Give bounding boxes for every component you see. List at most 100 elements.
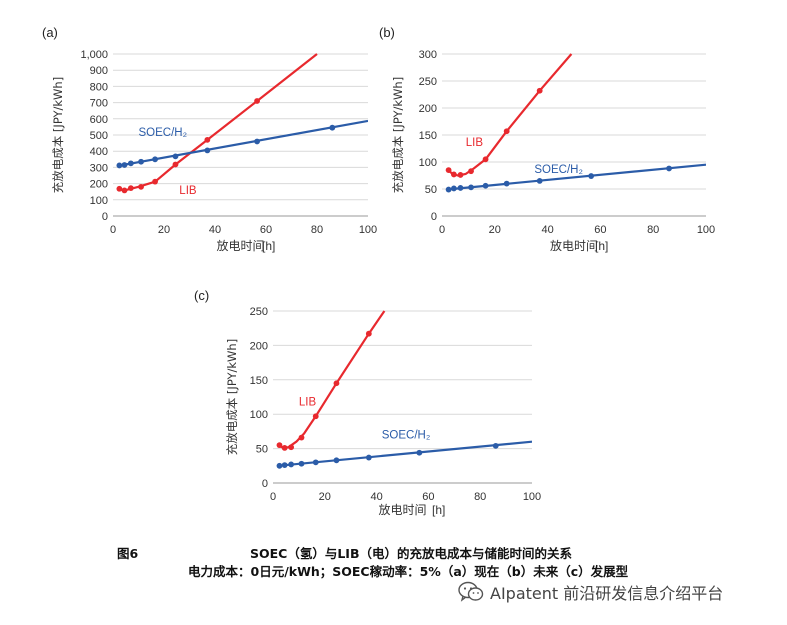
y-tick-label: 0 <box>102 211 108 223</box>
y-axis-title: 充放电成本 [JPY/kWh] <box>51 77 65 193</box>
y-tick-label: 900 <box>90 65 108 77</box>
y-tick-label: 800 <box>90 81 108 93</box>
x-tick-label: 20 <box>489 224 501 236</box>
data-point <box>365 454 372 461</box>
series-line <box>117 53 318 192</box>
data-point <box>588 173 595 179</box>
y-axis-title: 充放电成本 [JPY/kWh] <box>391 77 405 193</box>
data-point <box>445 186 452 193</box>
y-tick-label: 200 <box>250 340 268 352</box>
series-label: SOEC/H₂ <box>382 429 431 441</box>
data-point <box>254 138 260 145</box>
y-tick-label: 150 <box>419 130 437 142</box>
data-point <box>329 124 336 131</box>
x-tick-label: 80 <box>311 224 323 236</box>
y-tick-label: 250 <box>250 306 268 318</box>
y-tick-label: 300 <box>90 162 108 174</box>
watermark-text: AIpatent 前沿研发信息介绍平台 <box>490 584 724 603</box>
data-point <box>172 161 179 168</box>
x-tick-label: 60 <box>422 491 434 503</box>
data-point <box>457 185 464 191</box>
data-point <box>468 184 474 191</box>
series-label: LIB <box>299 396 317 408</box>
series-line <box>446 53 573 177</box>
data-point <box>468 168 474 175</box>
x-tick-label: 80 <box>647 224 659 236</box>
data-point <box>204 147 211 154</box>
data-point <box>138 183 144 190</box>
data-point <box>416 449 423 456</box>
series-line <box>117 119 368 167</box>
x-tick-label: 60 <box>594 224 606 236</box>
x-axis-title: 放电时间 <box>550 238 598 253</box>
y-tick-label: 0 <box>431 211 437 223</box>
data-point <box>288 444 295 451</box>
y-tick-label: 150 <box>250 375 268 387</box>
y-tick-label: 500 <box>90 130 108 142</box>
y-tick-label: 50 <box>425 184 437 196</box>
data-point <box>288 461 295 468</box>
series-label: LIB <box>466 137 484 149</box>
data-point <box>127 160 134 167</box>
y-tick-label: 200 <box>90 179 108 191</box>
data-point <box>276 442 283 449</box>
chart-panel-1: 0 50 100 150 200 250 300 0 20 40 60 80 100 (b) 充放电成本 [… <box>379 25 715 253</box>
data-point <box>204 136 211 143</box>
data-point <box>121 187 128 194</box>
series-label: SOEC/H₂ <box>139 127 188 139</box>
data-point <box>312 459 319 466</box>
data-point <box>152 156 158 163</box>
data-point <box>138 158 144 165</box>
y-tick-label: 100 <box>90 195 108 207</box>
data-point <box>457 172 464 178</box>
data-point <box>281 462 288 469</box>
data-point <box>450 185 457 192</box>
y-tick-label: 0 <box>262 478 268 490</box>
series-line <box>447 163 706 191</box>
y-tick-label: 600 <box>90 114 108 126</box>
data-point <box>298 434 305 441</box>
y-tick-label: 400 <box>90 146 108 158</box>
data-point <box>116 185 123 192</box>
x-tick-label: 40 <box>541 224 553 236</box>
data-point <box>536 87 543 94</box>
data-point <box>333 457 340 464</box>
x-tick-label: 100 <box>359 224 377 236</box>
y-tick-label: 300 <box>419 49 437 61</box>
data-point <box>503 128 510 135</box>
x-tick-label: 60 <box>260 224 272 236</box>
x-tick-label: 100 <box>523 491 541 503</box>
data-point <box>254 98 260 104</box>
y-tick-label: 700 <box>90 98 108 110</box>
y-tick-label: 100 <box>419 157 437 169</box>
data-point <box>127 185 134 192</box>
series-label: LIB <box>179 185 197 197</box>
x-tick-label: 20 <box>158 224 170 236</box>
data-point <box>482 182 489 189</box>
x-tick-label: 40 <box>209 224 221 236</box>
x-tick-label: 80 <box>474 491 486 503</box>
watermark: AIpatent 前沿研发信息介绍平台 <box>458 579 723 605</box>
x-axis-title: 放电时间 <box>378 502 426 517</box>
x-tick-label: 0 <box>439 224 445 236</box>
series-line <box>278 440 532 467</box>
x-tick-label: 0 <box>270 491 276 503</box>
chart-panel-2: 0 50 100 150 200 250 0 20 40 60 80 100 (c) 充放电成本 [JPY… <box>194 288 541 517</box>
y-tick-label: 1,000 <box>80 49 108 61</box>
x-tick-label: 100 <box>697 224 715 236</box>
data-point <box>666 165 672 172</box>
data-point <box>333 380 340 387</box>
x-tick-label: 20 <box>319 491 331 503</box>
data-point <box>365 330 372 337</box>
x-axis-title: 放电时间 <box>216 238 264 253</box>
data-point <box>298 460 305 467</box>
y-tick-label: 250 <box>419 76 437 88</box>
data-point <box>276 462 283 469</box>
y-tick-label: 100 <box>250 409 268 421</box>
wechat-icon <box>458 581 484 602</box>
data-point <box>116 162 123 169</box>
x-axis-unit: [h] <box>432 503 445 517</box>
y-tick-label: 200 <box>419 103 437 115</box>
panel-label: (a) <box>42 25 58 40</box>
data-point <box>445 167 452 174</box>
